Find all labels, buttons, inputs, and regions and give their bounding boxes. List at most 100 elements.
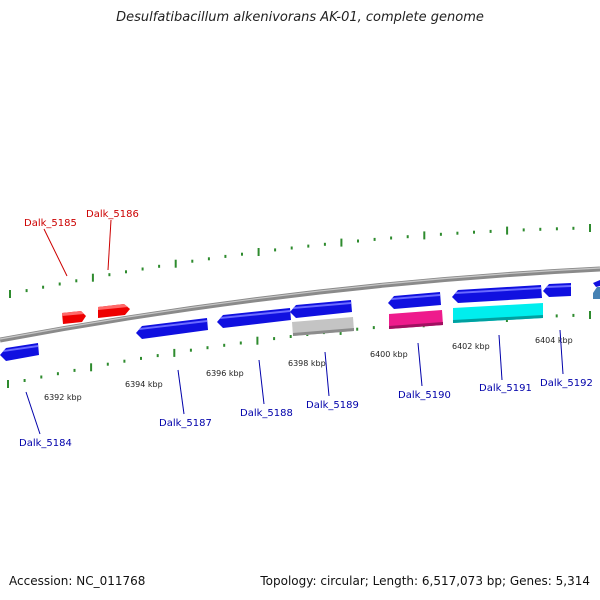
inner-tick-14 [239, 341, 242, 345]
inner-tick-17 [289, 335, 292, 338]
inner-tick-22 [372, 326, 375, 330]
outer-tick-22 [373, 237, 376, 241]
outer-tick-10 [174, 259, 177, 268]
reverse-genes [0, 280, 600, 361]
gene-steelblue[interactable] [593, 287, 600, 299]
gene-dalk-5189[interactable] [290, 300, 352, 318]
label-dalk-5187[interactable]: Dalk_5187 [159, 418, 212, 429]
inner-tick-7 [123, 359, 126, 363]
outer-tick-20 [340, 238, 343, 247]
inner-tick-13 [223, 343, 226, 347]
genome-title: Desulfatibacillum alkenivorans AK-01, co… [116, 10, 484, 25]
outer-tick-4 [75, 279, 78, 283]
outer-tick-1 [25, 289, 28, 293]
genome-backbone [0, 266, 600, 343]
inner-tick-5 [90, 363, 93, 372]
outer-tick-29 [489, 229, 492, 233]
outer-tick-25 [423, 231, 426, 240]
inner-tick-21 [356, 327, 359, 331]
inner-tick-6 [106, 362, 109, 366]
leader-dalk-5192 [559, 329, 564, 375]
outer-tick-15 [257, 248, 260, 256]
leader-dalk-5189 [324, 351, 330, 397]
leader-dalk-5185 [43, 228, 68, 277]
gene-grey-edge [293, 328, 354, 336]
outer-tick-28 [473, 230, 475, 234]
genome-backbone-highlight [0, 267, 600, 340]
outer-tick-8 [141, 267, 144, 271]
scale-label-6398: 6398 kbp [288, 359, 326, 368]
leader-dalk-5186 [107, 219, 112, 271]
gene-cyan-edge [453, 315, 543, 323]
outer-tick-row [9, 224, 591, 298]
scale-label-6392: 6392 kbp [44, 393, 82, 402]
inner-tick-34 [572, 313, 575, 317]
gene-dalk-5184[interactable] [0, 343, 39, 361]
outer-tick-32 [539, 227, 542, 231]
outer-tick-26 [439, 232, 442, 236]
label-leaders [25, 219, 564, 435]
gene-dalk-5191[interactable] [452, 285, 542, 303]
outer-tick-24 [406, 235, 409, 239]
forward-genes [62, 304, 130, 324]
label-dalk-5191[interactable]: Dalk_5191 [479, 383, 532, 394]
leader-dalk-5190 [417, 342, 423, 387]
leader-dalk-5188 [258, 359, 265, 405]
gene-dalk-5184-shine [3, 345, 38, 352]
accession-label: Accession: NC_011768 [9, 574, 146, 588]
outer-tick-31 [522, 228, 525, 232]
outer-tick-17 [290, 246, 293, 250]
gene-dalk-5190-shine [391, 294, 440, 300]
label-dalk-5190[interactable]: Dalk_5190 [398, 390, 451, 401]
label-dalk-5186[interactable]: Dalk_5186 [86, 209, 139, 220]
leader-dalk-5191 [498, 334, 503, 381]
outer-tick-18 [307, 244, 310, 248]
outer-tick-2 [42, 285, 45, 289]
gene-dalk-5189-shine [293, 302, 351, 309]
scale-label-6396: 6396 kbp [206, 369, 244, 378]
outer-tick-23 [390, 236, 393, 240]
gene-dalk-5187-shine [139, 320, 207, 330]
gene-dalk-5191-shine [455, 287, 541, 294]
gene-blue-edge[interactable] [593, 280, 600, 287]
scale-label-6394: 6394 kbp [125, 380, 163, 389]
outer-tick-0 [9, 290, 11, 298]
label-dalk-5184[interactable]: Dalk_5184 [19, 438, 72, 449]
outer-tick-6 [108, 273, 111, 277]
outer-tick-35 [589, 224, 591, 232]
gene-dalk-5190[interactable] [388, 292, 441, 309]
leader-dalk-5184 [25, 391, 41, 435]
scale-label-6404: 6404 kbp [535, 336, 573, 345]
gene-red-2-shine [98, 304, 128, 310]
outer-tick-13 [224, 254, 227, 258]
inner-tick-0 [7, 380, 9, 388]
outer-tick-33 [555, 227, 558, 231]
outer-tick-21 [357, 239, 359, 243]
label-dalk-5189[interactable]: Dalk_5189 [306, 400, 359, 411]
outer-tick-7 [125, 270, 127, 274]
inner-tick-9 [156, 354, 159, 358]
genome-stats: Topology: circular; Length: 6,517,073 bp… [260, 574, 590, 588]
outer-tick-3 [58, 282, 61, 286]
label-dalk-5188[interactable]: Dalk_5188 [240, 408, 293, 419]
outer-tick-34 [572, 226, 575, 230]
inner-tick-15 [256, 336, 259, 345]
label-dalk-5192[interactable]: Dalk_5192 [540, 378, 593, 389]
gene-dalk-5188-shine [220, 310, 290, 319]
outer-tick-12 [207, 257, 210, 261]
inner-tick-35 [589, 311, 591, 319]
inner-tick-8 [140, 356, 142, 360]
gene-dalk-5192[interactable] [543, 283, 571, 297]
inner-tick-1 [23, 379, 26, 382]
label-dalk-5185[interactable]: Dalk_5185 [24, 218, 77, 229]
inner-tick-33 [555, 314, 558, 318]
outer-tick-14 [241, 252, 243, 256]
outer-tick-9 [158, 264, 161, 268]
inner-tick-10 [173, 348, 176, 357]
scale-label-6402: 6402 kbp [452, 342, 490, 351]
leader-dalk-5187 [177, 369, 185, 415]
outer-tick-5 [91, 273, 94, 282]
scale-labels: 6392 kbp 6394 kbp 6396 kbp 6398 kbp 6400… [44, 336, 573, 402]
outer-tick-11 [191, 259, 194, 263]
